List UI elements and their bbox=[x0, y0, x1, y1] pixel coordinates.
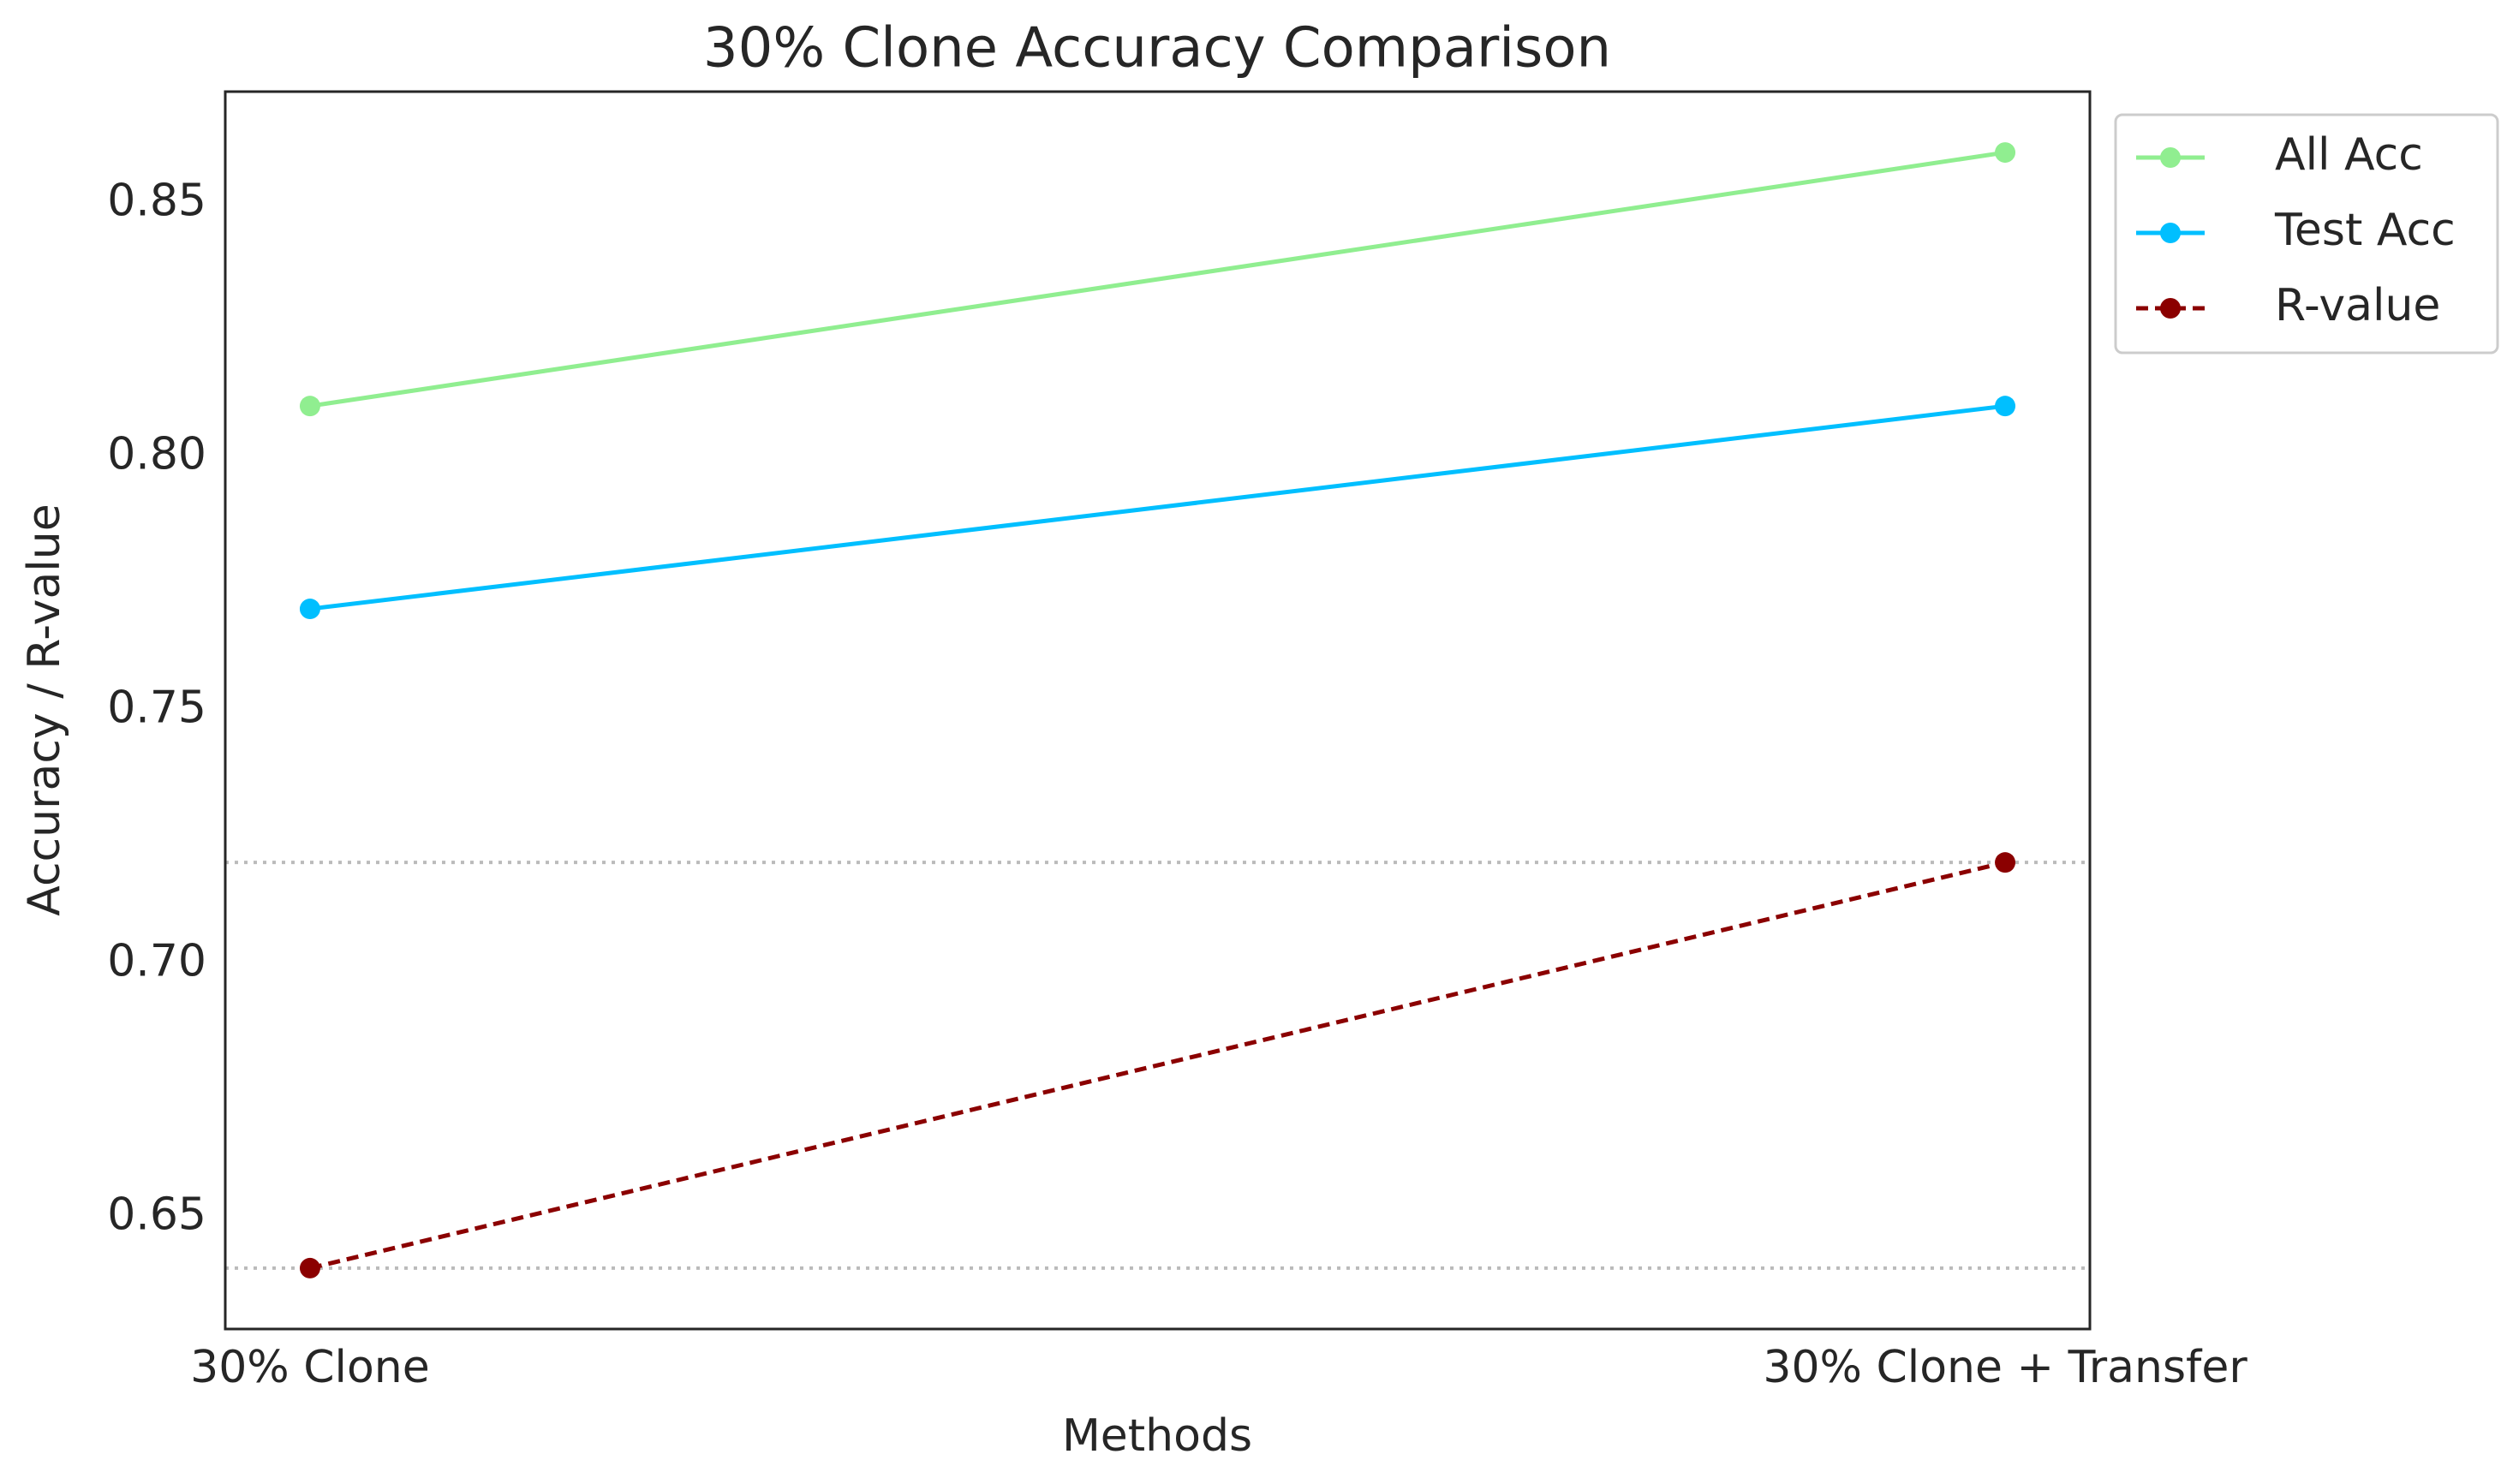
y-tick-label: 0.85 bbox=[107, 175, 206, 226]
series-line bbox=[309, 860, 2006, 1271]
series-line bbox=[309, 403, 2006, 611]
x-tick-label: 30% Clone bbox=[190, 1342, 430, 1393]
legend-label: Test Acc bbox=[2274, 205, 2456, 256]
y-tick-label: 0.70 bbox=[107, 936, 206, 987]
legend-box bbox=[2114, 113, 2499, 355]
y-tick-label: 0.65 bbox=[107, 1189, 206, 1241]
chart-title: 30% Clone Accuracy Comparison bbox=[703, 17, 1611, 80]
legend-marker bbox=[2160, 223, 2181, 243]
point-marker bbox=[1995, 396, 2016, 417]
y-tick-label: 0.80 bbox=[107, 428, 206, 480]
plot-frame bbox=[224, 90, 2092, 1331]
y-axis-label: Accuracy / R-value bbox=[19, 504, 70, 915]
legend-label: All Acc bbox=[2275, 129, 2423, 181]
point-marker bbox=[1995, 142, 2016, 164]
legend-marker bbox=[2160, 298, 2181, 319]
x-axis-label: Methods bbox=[1062, 1410, 1252, 1462]
x-tick-label: 30% Clone + Transfer bbox=[1763, 1342, 2247, 1393]
point-marker bbox=[299, 396, 320, 417]
point-marker bbox=[299, 1257, 320, 1278]
series-line bbox=[309, 150, 2006, 408]
y-tick-label: 0.75 bbox=[107, 682, 206, 734]
point-marker bbox=[299, 599, 320, 620]
legend-marker bbox=[2160, 147, 2181, 168]
point-marker bbox=[1995, 852, 2016, 873]
legend-label: R-value bbox=[2275, 280, 2440, 331]
